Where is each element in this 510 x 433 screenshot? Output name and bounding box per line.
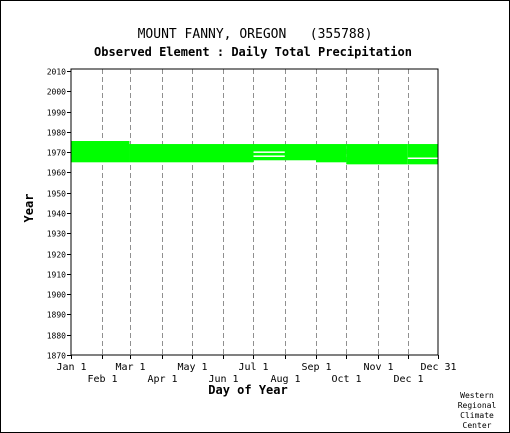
- credit-line-2: Regional: [458, 401, 497, 410]
- y-tick-label: 1970: [47, 149, 66, 158]
- x-tick-label: Jun 1: [208, 374, 238, 385]
- y-tick-label: 1900: [47, 291, 66, 300]
- x-tick-label: Oct 1: [331, 374, 361, 385]
- credit-line-1: Western: [460, 391, 494, 400]
- y-tick-label: 1960: [47, 169, 66, 178]
- credit-line-4: Center: [463, 421, 492, 430]
- y-tick-label: 1920: [47, 251, 66, 260]
- credit-line-3: Climate: [460, 411, 494, 420]
- x-tick-label: Dec 1: [393, 374, 423, 385]
- chart-subtitle: Observed Element : Daily Total Precipita…: [94, 45, 412, 59]
- x-tick-label: May 1: [177, 362, 207, 373]
- y-tick-label: 1980: [47, 129, 66, 138]
- x-tick-label: Feb 1: [87, 374, 117, 385]
- data-gap: [253, 151, 285, 153]
- x-tick-label: Dec 31: [420, 362, 456, 373]
- y-tick-label: 1880: [47, 332, 66, 341]
- data-bars: [71, 141, 438, 165]
- y-tick-label: 1990: [47, 109, 66, 118]
- x-tick-label: Mar 1: [115, 362, 145, 373]
- data-bar: [407, 144, 438, 165]
- y-tick-label: 1950: [47, 190, 66, 199]
- data-bar: [316, 144, 347, 163]
- chart-title: MOUNT FANNY, OREGON (355788): [138, 27, 373, 42]
- y-axis-label: Year: [22, 194, 36, 223]
- y-axis: 1870 1880 1890 1900 1910 1920 1930 1940 1950 1960…: [47, 68, 71, 361]
- y-tick-label: 1910: [47, 271, 66, 280]
- x-axis: Jan 1 Mar 1 May 1 Jul 1 Sep 1 Nov 1 Dec 31 Feb …: [56, 355, 457, 385]
- data-bar: [71, 141, 130, 163]
- x-tick-label: Apr 1: [147, 374, 177, 385]
- wrcc-credit: Western Regional Climate Center: [458, 391, 497, 430]
- x-tick-label: Jul 1: [238, 362, 268, 373]
- y-tick-label: 2010: [47, 68, 66, 77]
- data-bar: [346, 144, 408, 165]
- y-tick-label: 1890: [47, 311, 66, 320]
- x-tick-label: Nov 1: [363, 362, 393, 373]
- y-tick-label: 1930: [47, 230, 66, 239]
- data-gap: [253, 155, 285, 157]
- x-tick-label: Jan 1: [56, 362, 86, 373]
- x-tick-label: Sep 1: [301, 362, 331, 373]
- y-tick-label: 1940: [47, 210, 66, 219]
- data-gap: [407, 157, 438, 159]
- data-bar: [129, 144, 254, 163]
- y-tick-label: 2000: [47, 88, 66, 97]
- grid-lines: [102, 69, 409, 355]
- x-tick-label: Aug 1: [270, 374, 300, 385]
- x-axis-label: Day of Year: [208, 383, 287, 397]
- y-tick-label: 1870: [47, 352, 66, 361]
- plot-area-border: [70, 68, 439, 356]
